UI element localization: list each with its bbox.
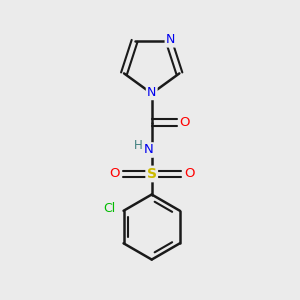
Text: N: N <box>147 86 156 99</box>
Text: O: O <box>184 167 194 181</box>
Text: O: O <box>180 116 190 129</box>
Text: N: N <box>166 33 175 46</box>
Text: N: N <box>143 143 153 157</box>
Text: H: H <box>134 139 142 152</box>
Text: S: S <box>147 167 157 181</box>
Text: Cl: Cl <box>103 202 115 215</box>
Text: O: O <box>109 167 120 181</box>
